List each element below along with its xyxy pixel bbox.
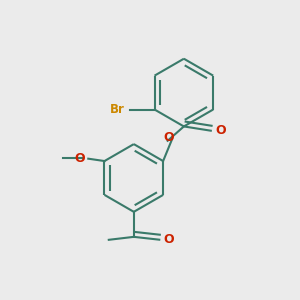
Text: O: O <box>215 124 226 137</box>
Text: O: O <box>164 233 175 246</box>
Text: O: O <box>74 152 85 165</box>
Text: O: O <box>164 131 174 144</box>
Text: Br: Br <box>110 103 125 116</box>
